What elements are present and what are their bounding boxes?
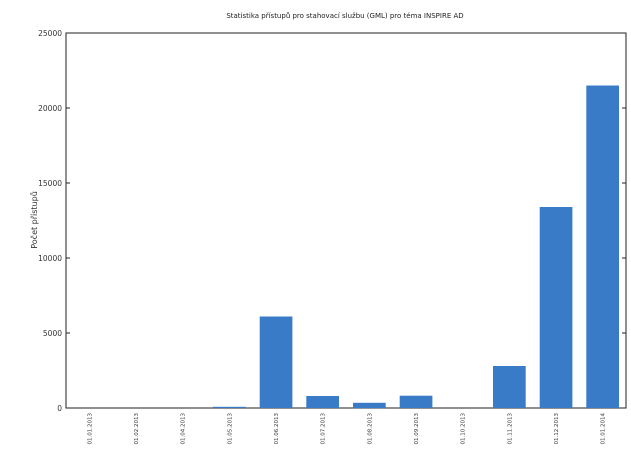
bar — [493, 366, 526, 408]
x-tick-label: 01.09.2013 — [414, 413, 420, 445]
y-tick-label: 5000 — [43, 329, 62, 338]
x-ticks: 01.01.2013 01.02.2013 01.04.2013 01.05.2013… — [87, 413, 606, 445]
y-tick-label: 20000 — [38, 104, 62, 113]
bar — [399, 395, 433, 408]
y-axis-label: Počet přístupů — [29, 191, 39, 249]
bar — [353, 402, 386, 409]
x-tick-label: 01.04.2013 — [181, 413, 187, 445]
x-tick-label: 01.10.2013 — [461, 413, 467, 445]
x-tick-label: 01.01.2013 — [87, 413, 93, 445]
x-tick-label: 01.05.2013 — [227, 413, 233, 445]
y-tick-label: 10000 — [38, 254, 62, 263]
bar — [213, 406, 246, 408]
x-tick-label: 01.01.2014 — [601, 413, 607, 445]
y-tick-label: 0 — [57, 404, 62, 413]
x-tick-label: 01.07.2013 — [321, 413, 327, 445]
x-tick-label: 01.12.2013 — [554, 413, 560, 445]
x-tick-label: 01.02.2013 — [134, 413, 140, 445]
x-tick-label: 01.11.2013 — [507, 413, 513, 445]
bar — [259, 316, 293, 408]
y-ticks: 0 5000 10000 15000 20000 25000 — [38, 29, 626, 413]
y-tick-label: 25000 — [38, 29, 62, 38]
chart-title: Statistika přístupů pro stahovací službu… — [226, 12, 463, 20]
plot-frame — [65, 32, 627, 409]
bar — [539, 207, 573, 408]
y-tick-label: 15000 — [38, 179, 62, 188]
bar — [586, 85, 619, 408]
bars — [213, 85, 619, 409]
x-tick-label: 01.06.2013 — [274, 413, 280, 445]
bar — [306, 396, 339, 408]
x-tick-label: 01.08.2013 — [367, 413, 373, 445]
